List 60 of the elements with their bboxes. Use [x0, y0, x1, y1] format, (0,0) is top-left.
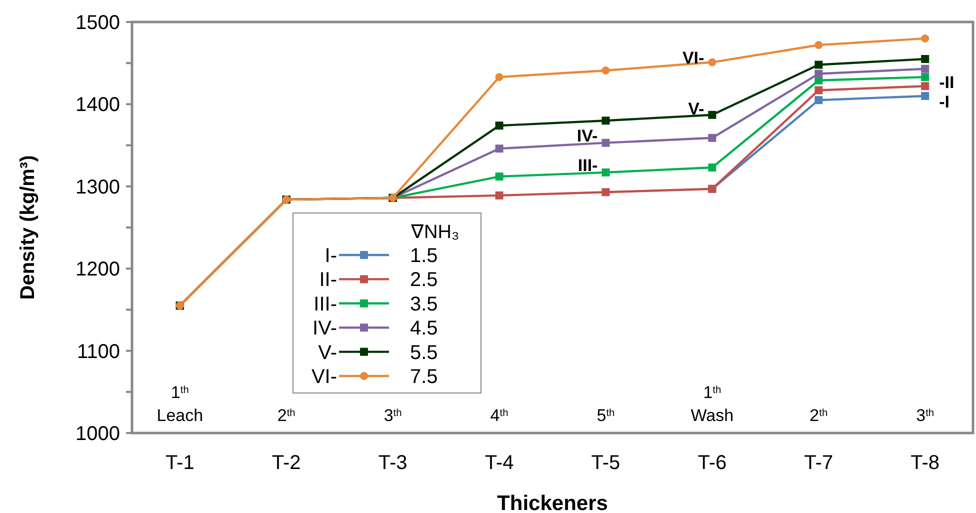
point: [708, 110, 716, 119]
point: [495, 191, 504, 200]
point: [814, 41, 823, 50]
point: [921, 92, 930, 100]
y-tick-label: 1400: [76, 94, 120, 116]
category-label: 5$^{th}$ T-5: [591, 406, 620, 474]
point: [708, 134, 716, 142]
point: [921, 82, 930, 90]
point: [921, 34, 930, 42]
point: [814, 70, 823, 78]
annotation: I-: [324, 245, 337, 267]
annotation: V-: [318, 342, 337, 364]
point: [708, 163, 716, 172]
point: [921, 64, 930, 73]
point: [708, 58, 716, 66]
point: [921, 73, 930, 82]
annotation: -I: [939, 92, 950, 112]
point: [495, 122, 504, 130]
annotation: IV-: [576, 126, 598, 146]
category-label: 4$^{th}$ T-4: [484, 406, 514, 474]
legend-label: 3.5: [410, 293, 438, 316]
category-label: 2$^{th}$ T-2: [272, 406, 301, 474]
category-label: 1$^{th}$ Wash T-6: [690, 383, 734, 474]
annotation: VI-: [311, 366, 337, 388]
y-tick-label: 1200: [76, 258, 120, 281]
annotation: VI-: [682, 48, 704, 68]
category-label: 1$^{th}$ Leach T-1: [156, 383, 204, 474]
x-axis-title: Thickeners: [497, 492, 608, 513]
legend-label: 1.5: [410, 245, 438, 267]
point: [602, 188, 610, 196]
annotation: II-: [319, 269, 337, 292]
category-label: 3$^{th}$ T-8: [910, 406, 940, 474]
legend-title: ∇NH₃: [410, 222, 460, 243]
y-tick-label: 1100: [76, 340, 120, 363]
annotation: -II: [939, 72, 954, 92]
legend-label: 5.5: [410, 342, 438, 364]
point: [814, 96, 823, 104]
point: [602, 116, 610, 125]
annotation: III-: [314, 293, 337, 316]
point: [602, 138, 610, 147]
point: [602, 66, 610, 74]
point: [495, 172, 504, 181]
y-tick-label: 1300: [76, 176, 120, 198]
point: [495, 144, 504, 153]
y-tick-label: 1000: [76, 423, 120, 445]
annotation: IV-: [312, 318, 337, 340]
annotation: V-: [688, 99, 704, 118]
point: [814, 60, 823, 69]
category-label: 2$^{th}$ T-7: [804, 406, 834, 474]
point: [921, 54, 930, 63]
annotation: III-: [578, 156, 598, 175]
category-label: 3$^{th}$ T-3: [378, 406, 408, 474]
legend-label: 7.5: [410, 366, 438, 388]
point: [814, 86, 823, 94]
point: [602, 168, 610, 176]
legend-label: 4.5: [410, 318, 438, 340]
legend-label: 2.5: [410, 269, 438, 292]
y-axis-title: Density (kg/m³): [17, 155, 39, 300]
y-tick-label: 1500: [76, 12, 120, 34]
point: [495, 73, 504, 82]
